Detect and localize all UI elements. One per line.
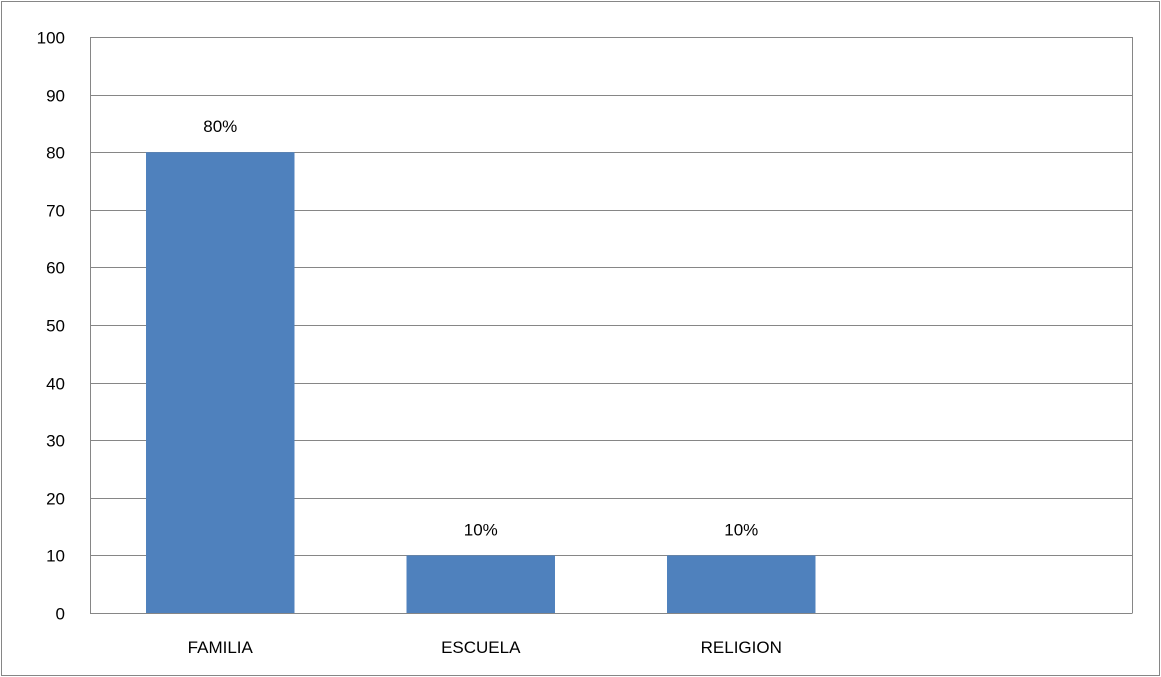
x-tick-label-religion: RELIGION xyxy=(701,638,782,657)
y-tick-label-100: 100 xyxy=(37,29,65,48)
y-tick-label-50: 50 xyxy=(46,317,65,336)
y-tick-label-10: 10 xyxy=(46,547,65,566)
y-tick-label-30: 30 xyxy=(46,432,65,451)
data-label-familia: 80% xyxy=(203,117,237,136)
y-tick-label-40: 40 xyxy=(46,375,65,394)
bar-escuela xyxy=(406,555,555,613)
y-tick-label-60: 60 xyxy=(46,259,65,278)
y-tick-label-90: 90 xyxy=(46,87,65,106)
y-tick-label-80: 80 xyxy=(46,144,65,163)
x-axis-category-labels: FAMILIA ESCUELA RELIGION xyxy=(188,638,782,657)
y-tick-label-20: 20 xyxy=(46,490,65,509)
data-label-religion: 10% xyxy=(724,520,758,539)
bar-religion xyxy=(667,555,816,613)
x-tick-label-escuela: ESCUELA xyxy=(441,638,521,657)
data-labels: 80% 10% 10% xyxy=(203,117,758,539)
y-axis-tick-labels: 0 10 20 30 40 50 60 70 80 90 100 xyxy=(37,29,65,624)
y-tick-label-70: 70 xyxy=(46,202,65,221)
x-tick-label-familia: FAMILIA xyxy=(188,638,254,657)
bars xyxy=(146,152,816,613)
bar-familia xyxy=(146,152,295,613)
data-label-escuela: 10% xyxy=(464,520,498,539)
plot-area xyxy=(90,37,1133,614)
y-tick-label-0: 0 xyxy=(56,605,65,624)
